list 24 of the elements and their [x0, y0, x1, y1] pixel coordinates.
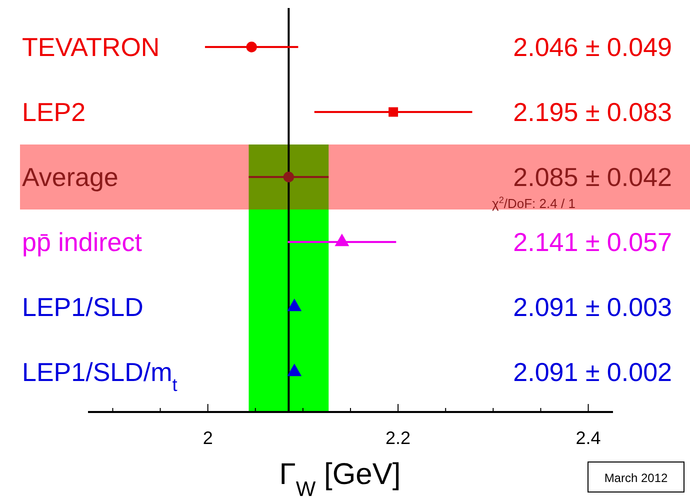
point	[388, 107, 398, 117]
x-axis-title: Γ$_{W}$ [GeV]	[279, 458, 401, 497]
point	[246, 42, 257, 52]
annotation: 2.091 ± 0.003	[513, 292, 672, 322]
y-tick-label: TEVATRON	[22, 32, 160, 62]
y-tick-label: Average	[22, 162, 118, 192]
annotation: 2.195 ± 0.083	[513, 97, 672, 127]
annotation: χ$^{2}$/DoF: 2.4 / 1	[492, 195, 576, 211]
y-tick-label: LEP1/SLD	[22, 292, 144, 322]
annotation: 2.091 ± 0.002	[513, 357, 672, 387]
text: March 2012	[604, 471, 668, 485]
annotation: 2.085 ± 0.042	[513, 162, 672, 192]
annotation: 2.046 ± 0.049	[513, 32, 672, 62]
y-tick-label: LEP2	[22, 97, 86, 127]
x-tick-label: 2.2	[386, 428, 411, 448]
y-tick-label: LEP1/SLD/m$_{t}$	[22, 357, 178, 395]
point	[287, 298, 302, 312]
y-tick-label: pp̄ indirect	[22, 227, 143, 257]
point	[283, 172, 294, 182]
annotation: 2.141 ± 0.057	[513, 227, 672, 257]
point	[334, 234, 350, 246]
point	[287, 364, 302, 376]
x-tick-label: 2	[202, 428, 213, 448]
x-tick-label: 2.4	[576, 428, 601, 448]
